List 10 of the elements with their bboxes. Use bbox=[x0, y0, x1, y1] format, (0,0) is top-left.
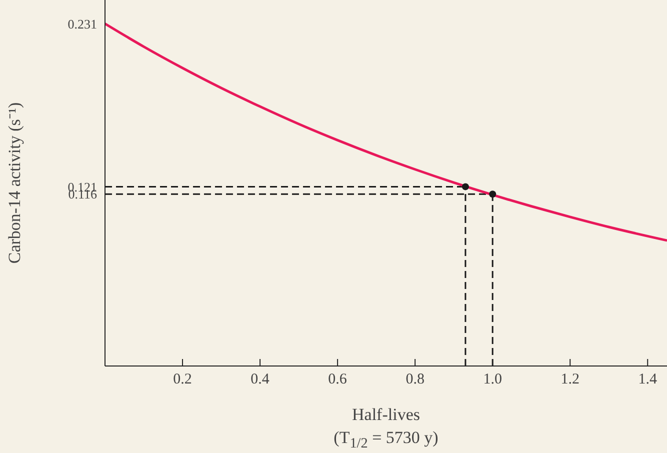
y-tick-label: 0.231 bbox=[68, 16, 97, 32]
y-axis-title: Carbon-14 activity (s⁻¹) bbox=[5, 102, 24, 264]
x-tick-label: 0.2 bbox=[173, 372, 192, 388]
x-tick-label: 0.4 bbox=[250, 372, 270, 388]
x-tick-label: 1.4 bbox=[638, 372, 658, 388]
x-tick-label: 1.2 bbox=[560, 372, 580, 388]
x-axis-title: Half-lives (T$_{1/2}$ = 5730 y) bbox=[332, 404, 440, 453]
x-tick-label: 0.6 bbox=[328, 372, 348, 388]
x-tick-label: 0.8 bbox=[406, 372, 424, 388]
x-tick-label: 1.0 bbox=[483, 372, 502, 388]
